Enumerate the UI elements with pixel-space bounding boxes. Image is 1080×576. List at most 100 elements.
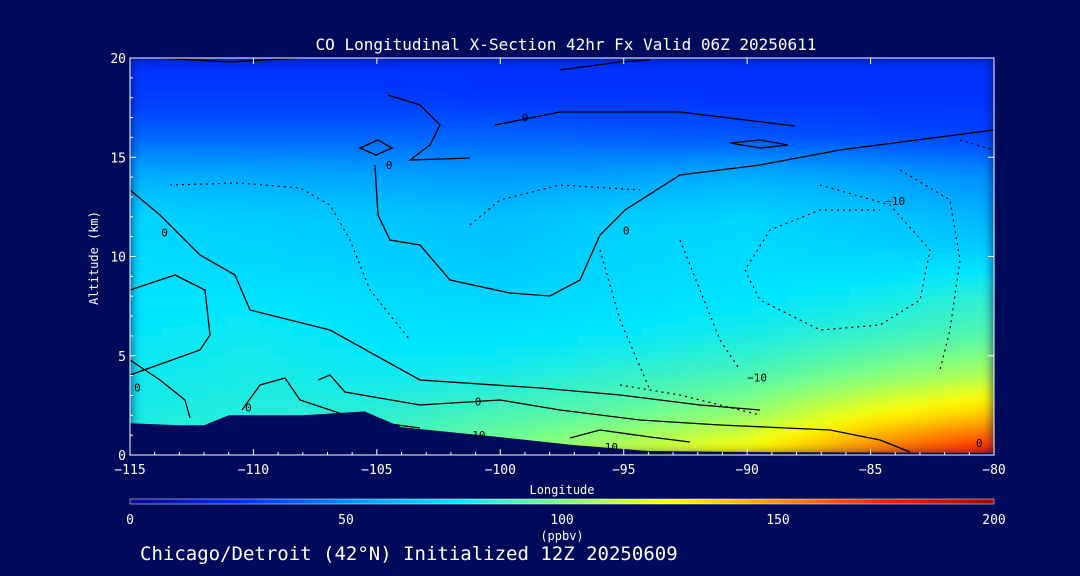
heatmap-cell — [130, 166, 147, 178]
heatmap-cell — [337, 355, 355, 367]
heatmap-cell — [849, 434, 867, 446]
heatmap-cell — [721, 216, 739, 228]
heatmap-cell — [321, 186, 339, 198]
heatmap-cell — [753, 87, 771, 99]
heatmap-cell — [177, 414, 195, 426]
heatmap-cell — [433, 77, 451, 89]
heatmap-cell — [961, 285, 979, 297]
heatmap-cell — [769, 335, 787, 347]
heatmap-cell — [465, 126, 483, 138]
heatmap-cell — [817, 196, 835, 208]
heatmap-cell — [161, 156, 179, 168]
heatmap-cell — [321, 265, 339, 277]
heatmap-cell — [193, 255, 211, 268]
heatmap-cell — [497, 355, 515, 367]
heatmap-cell — [481, 265, 499, 277]
heatmap-cell — [977, 424, 994, 436]
heatmap-cell — [401, 394, 419, 406]
heatmap-cell — [529, 285, 547, 297]
heatmap-cell — [145, 285, 163, 297]
contour-label: 0 — [522, 112, 529, 125]
heatmap-cell — [385, 116, 403, 129]
heatmap-cell — [273, 345, 291, 357]
heatmap-cell — [465, 116, 483, 129]
heatmap-cell — [769, 434, 787, 446]
heatmap-cell — [273, 126, 291, 138]
heatmap-cell — [689, 325, 707, 337]
heatmap-cell — [801, 265, 819, 277]
heatmap-cell — [401, 226, 419, 238]
heatmap-cell — [977, 116, 994, 129]
heatmap-cell — [465, 404, 483, 416]
heatmap-cell — [449, 355, 467, 367]
heatmap-cell — [897, 236, 915, 248]
heatmap-cell — [321, 97, 339, 109]
heatmap-cell — [545, 126, 563, 138]
heatmap-cell — [593, 375, 611, 387]
heatmap-cell — [225, 335, 243, 347]
heatmap-cell — [465, 146, 483, 158]
heatmap-cell — [289, 97, 307, 109]
heatmap-cell — [225, 265, 243, 277]
heatmap-cell — [705, 315, 723, 327]
heatmap-cell — [225, 196, 243, 208]
heatmap-cell — [161, 375, 179, 387]
heatmap-cell — [497, 365, 515, 377]
heatmap-cell — [865, 176, 883, 188]
heatmap-cell — [513, 325, 531, 337]
heatmap-cell — [449, 156, 467, 168]
heatmap-cell — [273, 236, 291, 248]
heatmap-cell — [433, 236, 451, 248]
heatmap-cell — [529, 305, 547, 317]
heatmap-cell — [209, 384, 227, 397]
heatmap-cell — [193, 156, 211, 168]
heatmap-cell — [193, 58, 211, 69]
heatmap-cell — [849, 245, 867, 258]
heatmap-cell — [929, 146, 947, 158]
heatmap-cell — [130, 265, 147, 277]
heatmap-cell — [801, 97, 819, 109]
heatmap-cell — [401, 146, 419, 158]
heatmap-cell — [545, 156, 563, 168]
heatmap-cell — [401, 196, 419, 208]
heatmap-cell — [673, 196, 691, 208]
heatmap-cell — [433, 97, 451, 109]
heatmap-cell — [353, 295, 371, 307]
contour-label: −10 — [466, 429, 486, 442]
heatmap-cell — [257, 156, 275, 168]
heatmap-cell — [721, 424, 739, 436]
heatmap-cell — [577, 375, 595, 387]
heatmap-cell — [849, 226, 867, 238]
heatmap-cell — [193, 345, 211, 357]
heatmap-cell — [801, 245, 819, 258]
heatmap-cell — [785, 87, 803, 99]
heatmap-cell — [641, 245, 659, 258]
heatmap-cell — [881, 444, 899, 455]
heatmap-cell — [273, 305, 291, 317]
heatmap-cell — [625, 285, 643, 297]
heatmap-cell — [865, 375, 883, 387]
heatmap-cell — [865, 67, 883, 79]
heatmap-cell — [465, 58, 483, 69]
heatmap-cell — [289, 87, 307, 99]
heatmap-cell — [273, 156, 291, 168]
heatmap-cell — [657, 67, 675, 79]
heatmap-cell — [145, 87, 163, 99]
heatmap-cell — [705, 245, 723, 258]
heatmap-cell — [513, 414, 531, 426]
heatmap-cell — [689, 186, 707, 198]
heatmap-cell — [209, 146, 227, 158]
heatmap-cell — [641, 126, 659, 138]
heatmap-cell — [785, 166, 803, 178]
heatmap-cell — [209, 305, 227, 317]
heatmap-cell — [465, 285, 483, 297]
heatmap-cell — [161, 107, 179, 119]
heatmap-cell — [785, 206, 803, 218]
heatmap-cell — [177, 166, 195, 178]
heatmap-cell — [737, 87, 755, 99]
heatmap-cell — [881, 156, 899, 168]
heatmap-cell — [737, 355, 755, 367]
heatmap-cell — [193, 295, 211, 307]
heatmap-cell — [321, 335, 339, 347]
heatmap-cell — [353, 265, 371, 277]
